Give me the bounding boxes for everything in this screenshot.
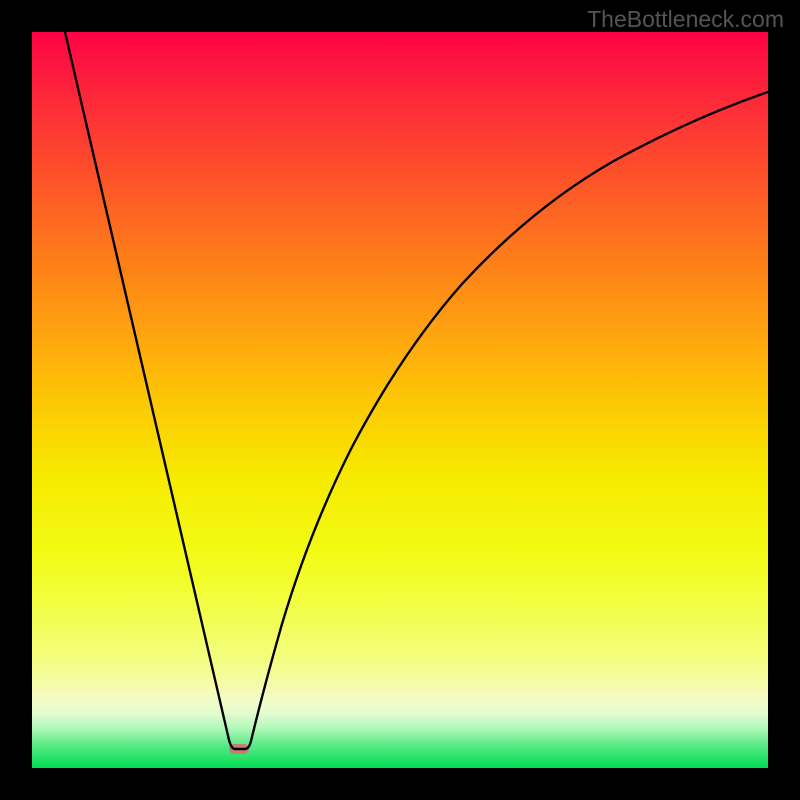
plot-area	[32, 32, 768, 768]
watermark-text: TheBottleneck.com	[587, 6, 784, 33]
chart-canvas: TheBottleneck.com	[0, 0, 800, 800]
plot-svg	[32, 32, 768, 768]
plot-background	[32, 32, 768, 768]
